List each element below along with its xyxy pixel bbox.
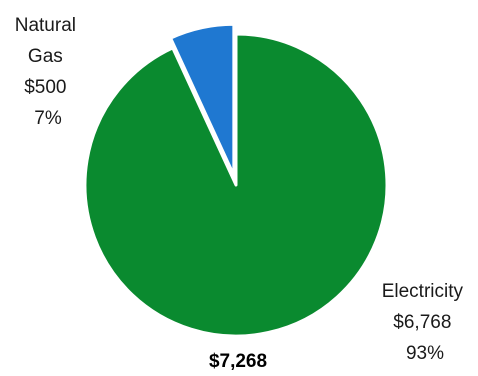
natural-gas-name-line1: Natural [15, 15, 76, 36]
pie-slice-natural-gas [169, 22, 236, 177]
natural-gas-percent-label: 7% [34, 108, 62, 129]
natural-gas-label: Natural Gas $500 7% [15, 15, 82, 129]
pie-slice-electricity [83, 32, 389, 338]
electricity-value-label: $6,768 [393, 312, 451, 333]
electricity-label: Electricity $6,768 93% [382, 281, 469, 364]
electricity-name-label: Electricity [382, 281, 464, 302]
pie-slices [83, 22, 389, 338]
natural-gas-value-label: $500 [24, 77, 66, 98]
electricity-percent-label: 93% [406, 343, 444, 364]
total-label: $7,268 [209, 351, 267, 372]
natural-gas-name-line2: Gas [28, 46, 63, 67]
